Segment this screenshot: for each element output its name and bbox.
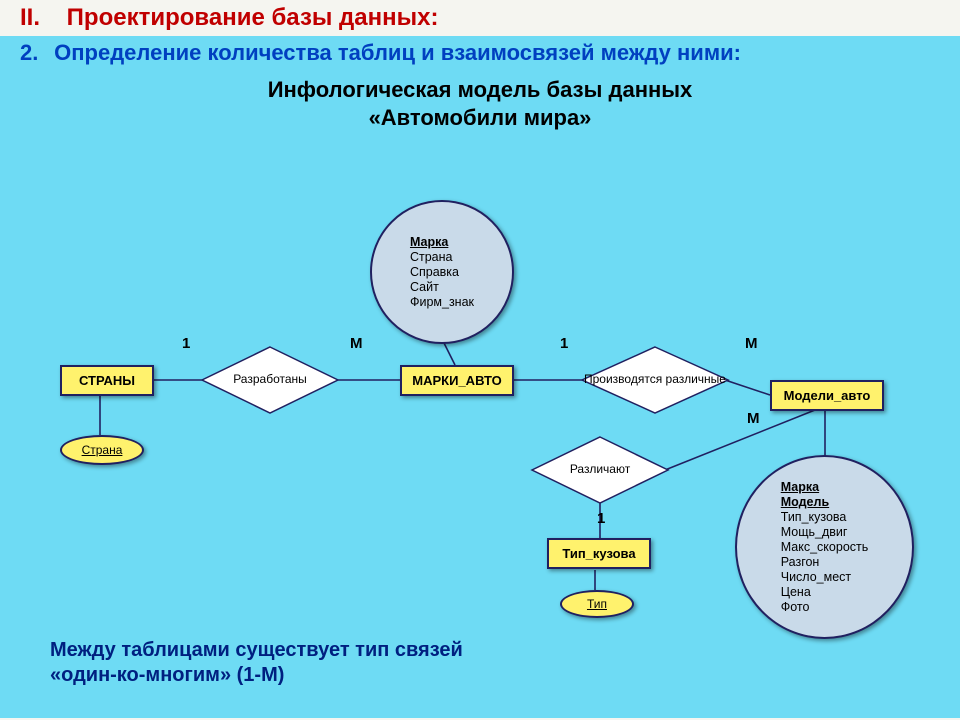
attr-model-item: Число_мест [781, 570, 869, 585]
attr-country-key: Страна [60, 435, 144, 465]
attr-model-key: Марка [781, 480, 869, 495]
heading-1: II. Проектирование базы данных: [0, 0, 960, 36]
attr-brand-list: Марка Страна Справка Сайт Фирм_знак [410, 235, 474, 310]
attr-model-item: Тип_кузова [781, 510, 869, 525]
relation-produced-label: Производятся различные [580, 345, 730, 415]
attr-model-list: Марка Модель Тип_кузова Мощь_двиг Макс_с… [781, 480, 869, 615]
attr-brand-circle: Марка Страна Справка Сайт Фирм_знак [370, 200, 514, 344]
attr-bodytype-key: Тип [560, 590, 634, 618]
footnote: Между таблицами существует тип связей «о… [50, 638, 470, 688]
entity-countries: СТРАНЫ [60, 365, 154, 396]
diagram-title-line1: Инфологическая модель базы данных [268, 77, 693, 102]
attr-brand-item: Справка [410, 265, 474, 280]
entity-bodytype: Тип_кузова [547, 538, 651, 569]
card-prod-right: М [745, 335, 758, 352]
card-dev-right: М [350, 335, 363, 352]
heading-2-text: Определение количества таблиц и взаимосв… [54, 40, 741, 65]
attr-model-item: Разгон [781, 555, 869, 570]
relation-developed-label: Разработаны [200, 345, 340, 415]
heading-2-num: 2. [20, 40, 48, 66]
attr-brand-item: Фирм_знак [410, 295, 474, 310]
heading-2: 2. Определение количества таблиц и взаим… [0, 36, 960, 70]
relation-distinguish-label: Различают [530, 435, 670, 505]
attr-model-item: Цена [781, 585, 869, 600]
card-dist-top: М [747, 410, 760, 427]
relation-developed: Разработаны [200, 345, 340, 415]
relation-produced: Производятся различные [580, 345, 730, 415]
attr-brand-key: Марка [410, 235, 474, 250]
relation-distinguish: Различают [530, 435, 670, 505]
diagram-area: Инфологическая модель базы данных «Автом… [0, 70, 960, 718]
attr-model-item: Фото [781, 600, 869, 615]
entity-brands: МАРКИ_АВТО [400, 365, 514, 396]
heading-1-text: Проектирование базы данных: [67, 4, 439, 31]
attr-model-item: Макс_скорость [781, 540, 869, 555]
heading-1-roman: II. [20, 4, 60, 32]
entity-models: Модели_авто [770, 380, 884, 411]
card-prod-left: 1 [560, 335, 568, 352]
card-dist-bottom: 1 [597, 510, 605, 527]
attr-model-key: Модель [781, 495, 869, 510]
diagram-title-line2: «Автомобили мира» [369, 105, 592, 130]
card-dev-left: 1 [182, 335, 190, 352]
attr-brand-item: Сайт [410, 280, 474, 295]
attr-model-item: Мощь_двиг [781, 525, 869, 540]
attr-brand-item: Страна [410, 250, 474, 265]
attr-model-circle: Марка Модель Тип_кузова Мощь_двиг Макс_с… [735, 455, 914, 639]
diagram-title: Инфологическая модель базы данных «Автом… [0, 70, 960, 131]
